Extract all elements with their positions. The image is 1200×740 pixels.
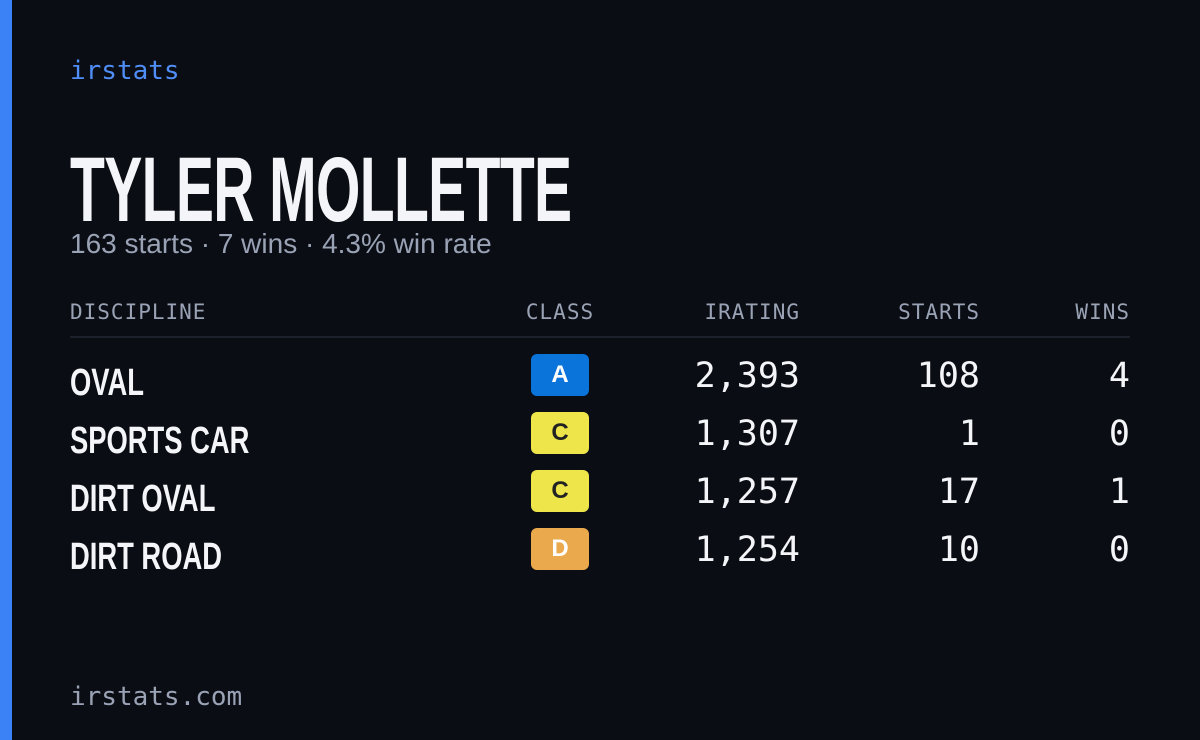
column-header: STARTS <box>898 300 980 324</box>
brand: irstats <box>70 56 180 86</box>
starts: 108 <box>916 356 980 396</box>
discipline: SPORTS CAR <box>70 420 250 462</box>
starts: 10 <box>937 530 980 570</box>
irating: 1,307 <box>694 414 800 454</box>
discipline: OVAL <box>70 362 144 404</box>
starts: 1 <box>958 414 980 454</box>
class-badge: C <box>531 412 589 454</box>
wins: 1 <box>1108 472 1130 512</box>
column-header: IRATING <box>704 300 800 324</box>
wins: 4 <box>1108 356 1130 396</box>
irating: 1,257 <box>694 472 800 512</box>
wins: 0 <box>1108 414 1130 454</box>
driver-name: TYLER MOLLETTE <box>70 139 572 241</box>
irating: 1,254 <box>694 530 800 570</box>
starts: 17 <box>937 472 980 512</box>
column-header: WINS <box>1075 300 1130 324</box>
footer: irstats.com <box>70 682 243 712</box>
wins: 0 <box>1108 530 1130 570</box>
class-badge: D <box>531 528 589 570</box>
driver-summary: 163 starts · 7 wins · 4.3% win rate <box>70 228 492 259</box>
irating: 2,393 <box>694 356 800 396</box>
discipline: DIRT ROAD <box>70 536 222 578</box>
class-badge: C <box>531 470 589 512</box>
column-header: DISCIPLINE <box>70 300 207 324</box>
column-header: CLASS <box>525 300 595 324</box>
discipline: DIRT OVAL <box>70 478 216 520</box>
header-rule <box>70 336 1130 338</box>
accent-stripe <box>0 0 12 740</box>
class-badge: A <box>531 354 589 396</box>
